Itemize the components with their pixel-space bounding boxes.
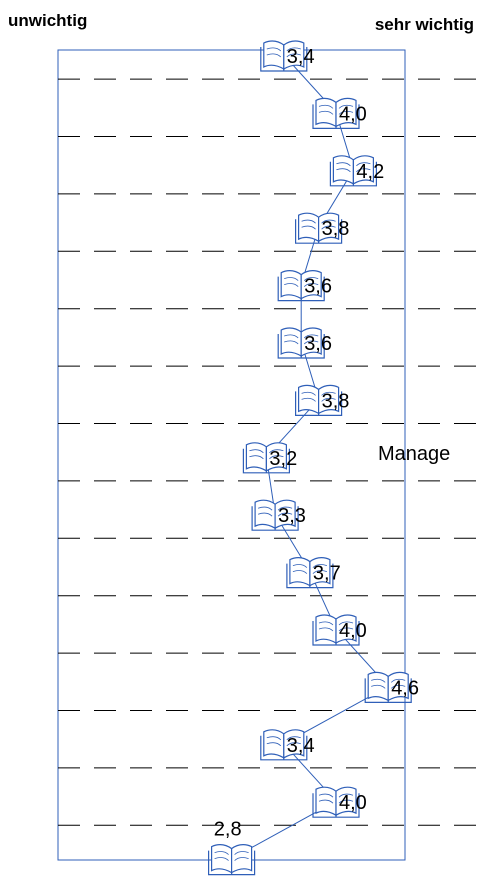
book-cover (312, 621, 360, 646)
book-lines (318, 621, 354, 632)
book-lines (371, 678, 406, 689)
book-marker (295, 384, 343, 416)
book-cover (242, 448, 290, 474)
book-marker (329, 155, 377, 187)
book-page (280, 327, 302, 358)
value-label: 2,8 (214, 819, 242, 841)
book-marker (312, 97, 360, 130)
book-lines (257, 506, 293, 517)
book-page (335, 97, 357, 128)
book-marker (277, 327, 325, 359)
value-label: 3,8 (322, 218, 350, 240)
book-marker (364, 671, 412, 704)
value-label: 3,7 (313, 563, 341, 585)
book-page (315, 97, 337, 128)
book-page (300, 270, 322, 300)
value-label: 4,0 (339, 103, 367, 125)
book-marker (242, 442, 290, 474)
book-page (309, 557, 331, 587)
book-page (265, 442, 287, 472)
book-lines (318, 793, 354, 804)
book-lines (301, 391, 336, 402)
book-lines (284, 334, 319, 345)
book-lines (249, 449, 284, 460)
book-cover (286, 563, 334, 589)
book-page (335, 614, 357, 645)
book-lines (214, 851, 249, 861)
book-cover (295, 391, 343, 416)
right-label: sehr wichtig (375, 15, 474, 34)
value-label: 3,2 (269, 448, 297, 470)
book-page (231, 844, 253, 874)
book-page (263, 729, 285, 759)
value-label: 4,6 (391, 677, 419, 699)
book-page (254, 499, 276, 530)
book-lines (336, 162, 371, 173)
value-label: 4,0 (339, 792, 367, 814)
book-marker (312, 614, 360, 646)
book-page (367, 671, 389, 702)
value-label: 3,4 (287, 46, 315, 68)
book-lines (266, 47, 301, 58)
book-page (315, 786, 337, 817)
book-lines (301, 219, 336, 230)
book-page (387, 671, 409, 702)
book-cover (295, 219, 343, 244)
book-cover (251, 506, 299, 531)
book-page (283, 40, 305, 71)
book-marker (286, 557, 334, 589)
annotation: Manage (378, 443, 450, 465)
book-cover (260, 47, 308, 72)
book-page (280, 270, 302, 300)
book-page (352, 155, 374, 185)
value-label: 3,6 (304, 276, 332, 298)
book-cover (364, 678, 412, 704)
book-cover (277, 276, 325, 302)
value-label: 3,3 (278, 505, 306, 527)
book-page (298, 384, 320, 415)
value-label: 4,0 (339, 620, 367, 642)
book-lines (318, 104, 354, 115)
book-lines (284, 277, 319, 287)
book-cover (312, 104, 360, 130)
book-cover (260, 735, 308, 761)
book-page (335, 786, 357, 817)
book-marker (295, 212, 343, 244)
book-cover (312, 793, 360, 818)
book-marker (260, 729, 308, 761)
book-cover (329, 161, 377, 187)
book-page (283, 729, 305, 759)
book-page (263, 40, 285, 71)
value-label: 4,2 (356, 161, 384, 183)
book-cover (277, 334, 325, 359)
book-page (298, 212, 320, 243)
book-cover (208, 850, 256, 876)
book-page (289, 557, 311, 587)
book-marker (260, 40, 308, 72)
book-marker (251, 499, 299, 531)
book-page (318, 384, 340, 415)
value-label: 3,8 (322, 390, 350, 412)
book-page (332, 155, 354, 185)
book-page (300, 327, 322, 358)
book-marker (312, 786, 360, 818)
book-lines (292, 564, 328, 574)
book-marker (208, 844, 256, 876)
book-page (315, 614, 337, 645)
book-page (245, 442, 267, 472)
value-label: 3,6 (304, 333, 332, 355)
book-page (211, 844, 233, 874)
book-page (274, 499, 296, 530)
left-label: unwichtig (8, 11, 87, 30)
book-marker (277, 270, 325, 302)
book-page (318, 212, 340, 243)
value-label: 3,4 (287, 735, 315, 757)
book-lines (266, 736, 301, 747)
